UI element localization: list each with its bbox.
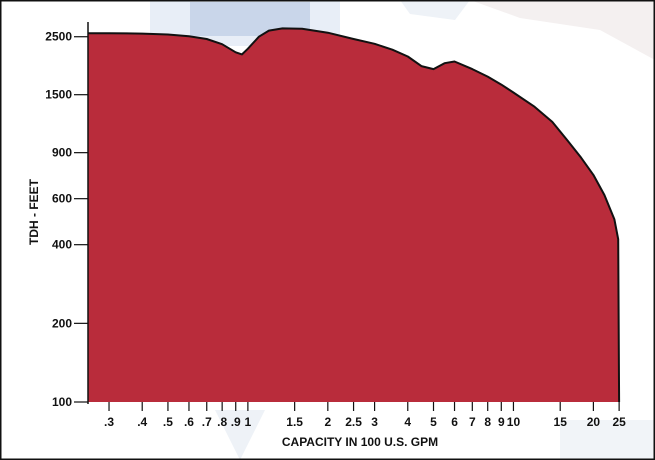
x-tick-label: 2 [324, 415, 331, 429]
y-axis-title: TDH - FEET [27, 178, 41, 245]
x-tick-label: 3 [371, 415, 378, 429]
watermark-shape [470, 0, 655, 60]
x-tick-label: .5 [163, 415, 173, 429]
x-tick-label: 10 [507, 415, 521, 429]
x-axis: .3 .4 .5 .6 .7 .8 .9 1 1.5 2 2.5 3 4 5 6 7 8 9 10 15 20 25 [104, 402, 626, 429]
y-tick-label: 600 [52, 192, 72, 206]
y-tick-label: 100 [52, 395, 72, 409]
y-tick-label: 400 [52, 238, 72, 252]
x-axis-title: CAPACITY IN 100 U.S. GPM [282, 435, 438, 449]
watermark-shape [215, 410, 265, 460]
watermark-shape [560, 420, 655, 460]
x-tick-label: 2.5 [345, 415, 362, 429]
x-tick-label: 15 [554, 415, 568, 429]
watermark-shape [400, 0, 470, 20]
y-tick-label: 200 [52, 316, 72, 330]
x-tick-label: .7 [202, 415, 212, 429]
x-tick-label: 1.5 [286, 415, 303, 429]
y-tick-label: 1500 [45, 88, 72, 102]
pump-watermark [150, 0, 655, 460]
x-tick-label: .9 [231, 415, 241, 429]
y-tick-label: 2500 [45, 30, 72, 44]
plot-area [87, 22, 621, 404]
x-tick-label: 25 [612, 415, 626, 429]
coverage-area [88, 28, 620, 403]
x-tick-label: 7 [469, 415, 476, 429]
x-tick-label: 8 [484, 415, 491, 429]
x-tick-label: 5 [430, 415, 437, 429]
x-tick-label: .8 [217, 415, 227, 429]
x-tick-label: .6 [184, 415, 194, 429]
x-tick-label: .3 [104, 415, 114, 429]
y-tick-label: 900 [52, 146, 72, 160]
x-tick-label: 1 [245, 415, 252, 429]
x-tick-label: 20 [587, 415, 601, 429]
x-tick-label: 4 [404, 415, 411, 429]
x-tick-label: 6 [451, 415, 458, 429]
coverage-outline [88, 27, 621, 403]
x-tick-label: .4 [137, 415, 147, 429]
y-axis: 100 200 400 600 900 1500 2500 [45, 30, 88, 409]
x-tick-label: 9 [498, 415, 505, 429]
